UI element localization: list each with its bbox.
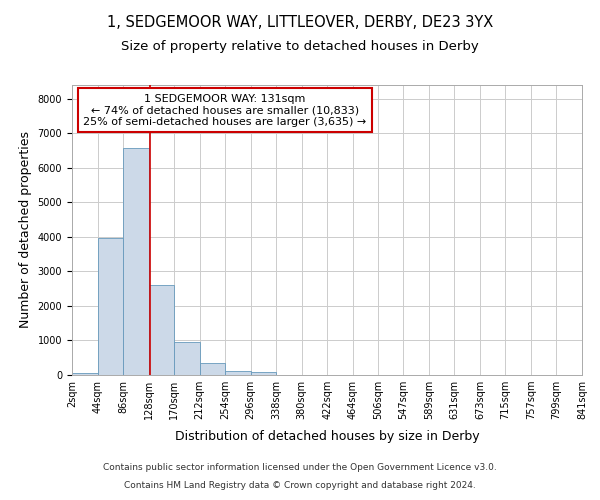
Bar <box>225 370 251 375</box>
Bar <box>174 342 200 375</box>
Bar <box>200 364 225 375</box>
Bar <box>98 238 123 375</box>
Text: 1, SEDGEMOOR WAY, LITTLEOVER, DERBY, DE23 3YX: 1, SEDGEMOOR WAY, LITTLEOVER, DERBY, DE2… <box>107 15 493 30</box>
Bar <box>251 372 276 375</box>
Bar <box>123 148 149 375</box>
Text: Contains HM Land Registry data © Crown copyright and database right 2024.: Contains HM Land Registry data © Crown c… <box>124 481 476 490</box>
Text: 1 SEDGEMOOR WAY: 131sqm
← 74% of detached houses are smaller (10,833)
25% of sem: 1 SEDGEMOOR WAY: 131sqm ← 74% of detache… <box>83 94 367 127</box>
Y-axis label: Number of detached properties: Number of detached properties <box>19 132 32 328</box>
Bar <box>72 373 98 375</box>
Text: Size of property relative to detached houses in Derby: Size of property relative to detached ho… <box>121 40 479 53</box>
Bar <box>149 284 174 375</box>
X-axis label: Distribution of detached houses by size in Derby: Distribution of detached houses by size … <box>175 430 479 444</box>
Text: Contains public sector information licensed under the Open Government Licence v3: Contains public sector information licen… <box>103 464 497 472</box>
